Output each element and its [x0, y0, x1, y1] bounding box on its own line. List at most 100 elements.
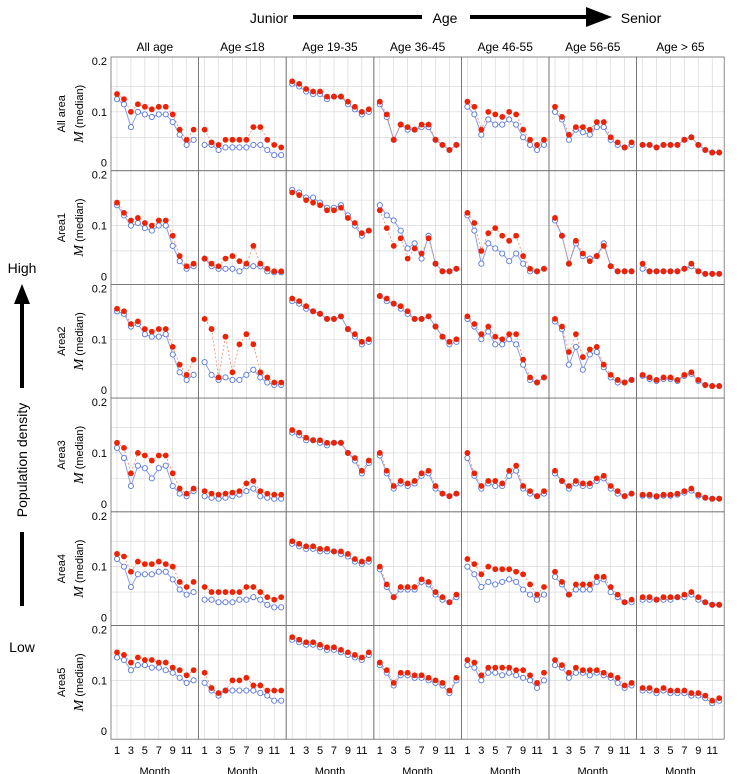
series-b-line: [116, 98, 194, 146]
series-a-point: [317, 545, 323, 552]
series-a-point: [257, 124, 264, 131]
series-a-point: [271, 379, 278, 386]
series-a-point: [674, 268, 681, 275]
series-a-point: [607, 584, 614, 590]
series-a-point: [278, 491, 285, 498]
series-a-point: [559, 232, 565, 239]
series-a-point: [201, 255, 208, 262]
series-a-point: [709, 270, 716, 277]
series-a-point: [278, 268, 285, 275]
series-a-point: [229, 369, 236, 376]
x-tick-label: 9: [170, 745, 176, 757]
series-a-point: [345, 649, 351, 656]
series-a-point: [499, 664, 506, 671]
series-a-point: [464, 98, 471, 105]
series-a-point: [331, 93, 337, 100]
series-a-point: [358, 108, 365, 115]
series-b-point: [565, 674, 572, 681]
x-tick-label: 3: [128, 745, 134, 757]
series-b-point: [222, 265, 229, 272]
series-b-line: [467, 318, 545, 384]
series-a-point: [506, 237, 513, 244]
series-a-point: [264, 136, 271, 143]
x-tick-label: 9: [608, 745, 614, 757]
series-a-point: [646, 268, 653, 275]
series-b-point: [257, 493, 264, 500]
series-a-point: [695, 142, 702, 148]
series-a-point: [572, 237, 579, 244]
series-a-point: [324, 93, 330, 100]
column-header: Age > 65: [656, 40, 705, 54]
series-a-point: [600, 472, 607, 479]
series-b-line: [379, 204, 457, 272]
y-tick-label: 0: [101, 726, 107, 738]
series-b-point: [257, 141, 264, 148]
series-a-point: [552, 103, 558, 110]
series-a-point: [579, 250, 586, 257]
series-a-point: [121, 444, 127, 451]
series-b-point: [607, 589, 614, 596]
series-a-point: [513, 331, 520, 338]
subplot-panel: 1 3 5 7 9 11 Month: [110, 625, 199, 774]
series-a-point: [215, 142, 222, 148]
series-b-point: [579, 366, 586, 373]
series-a-point: [296, 429, 303, 436]
series-a-point: [639, 491, 646, 498]
series-a-point: [579, 124, 586, 131]
y-axis-label: M (median): [72, 426, 87, 485]
subplot-panel: [460, 511, 550, 626]
series-a-line: [467, 316, 545, 383]
series-a-point: [639, 685, 646, 691]
series-a-point: [331, 548, 337, 555]
series-a-point: [552, 467, 558, 474]
series-b-point: [478, 583, 485, 591]
series-b-point: [572, 586, 579, 593]
series-b-point: [243, 596, 250, 603]
y-axis-label: M (median): [72, 312, 87, 371]
subplot-panel: [285, 170, 375, 285]
series-a-point: [527, 265, 533, 272]
column-header: Age 19-35: [302, 40, 358, 54]
series-b-point: [551, 108, 559, 115]
series-a-point: [674, 687, 681, 694]
series-a-point: [621, 493, 628, 500]
series-b-point: [513, 672, 520, 679]
series-b-point: [155, 568, 162, 575]
series-a-point: [653, 377, 660, 383]
series-b-point: [492, 341, 499, 348]
series-a-point: [453, 591, 460, 598]
series-b-point: [250, 141, 257, 148]
series-a-point: [579, 581, 586, 588]
series-a-point: [513, 111, 520, 118]
subplot-panel: [110, 56, 199, 172]
series-a-point: [201, 126, 208, 133]
series-b-point: [169, 242, 176, 249]
series-a-point: [317, 437, 323, 444]
series-a-point: [222, 136, 229, 143]
series-a-point: [365, 336, 372, 343]
series-b-point: [243, 687, 250, 694]
series-a-point: [541, 584, 547, 590]
series-b-point: [127, 124, 134, 131]
series-b-point: [127, 667, 134, 674]
series-a-point: [134, 450, 141, 456]
series-a-point: [639, 371, 646, 378]
series-a-point: [439, 490, 446, 497]
series-a-point: [324, 207, 330, 214]
series-a-point: [418, 672, 425, 679]
series-a-point: [257, 589, 264, 595]
series-b-point: [236, 376, 243, 383]
series-a-point: [114, 199, 120, 206]
series-b-point: [593, 124, 600, 131]
subplot-panel: [285, 56, 375, 172]
series-b-point: [148, 571, 155, 578]
series-a-point: [229, 489, 236, 496]
series-a-point: [579, 354, 586, 360]
series-a-point: [559, 114, 565, 120]
series-a-point: [208, 490, 215, 497]
series-b-point: [250, 594, 257, 601]
series-a-point: [411, 316, 418, 322]
series-a-point: [215, 374, 222, 381]
series-a-point: [600, 361, 607, 368]
